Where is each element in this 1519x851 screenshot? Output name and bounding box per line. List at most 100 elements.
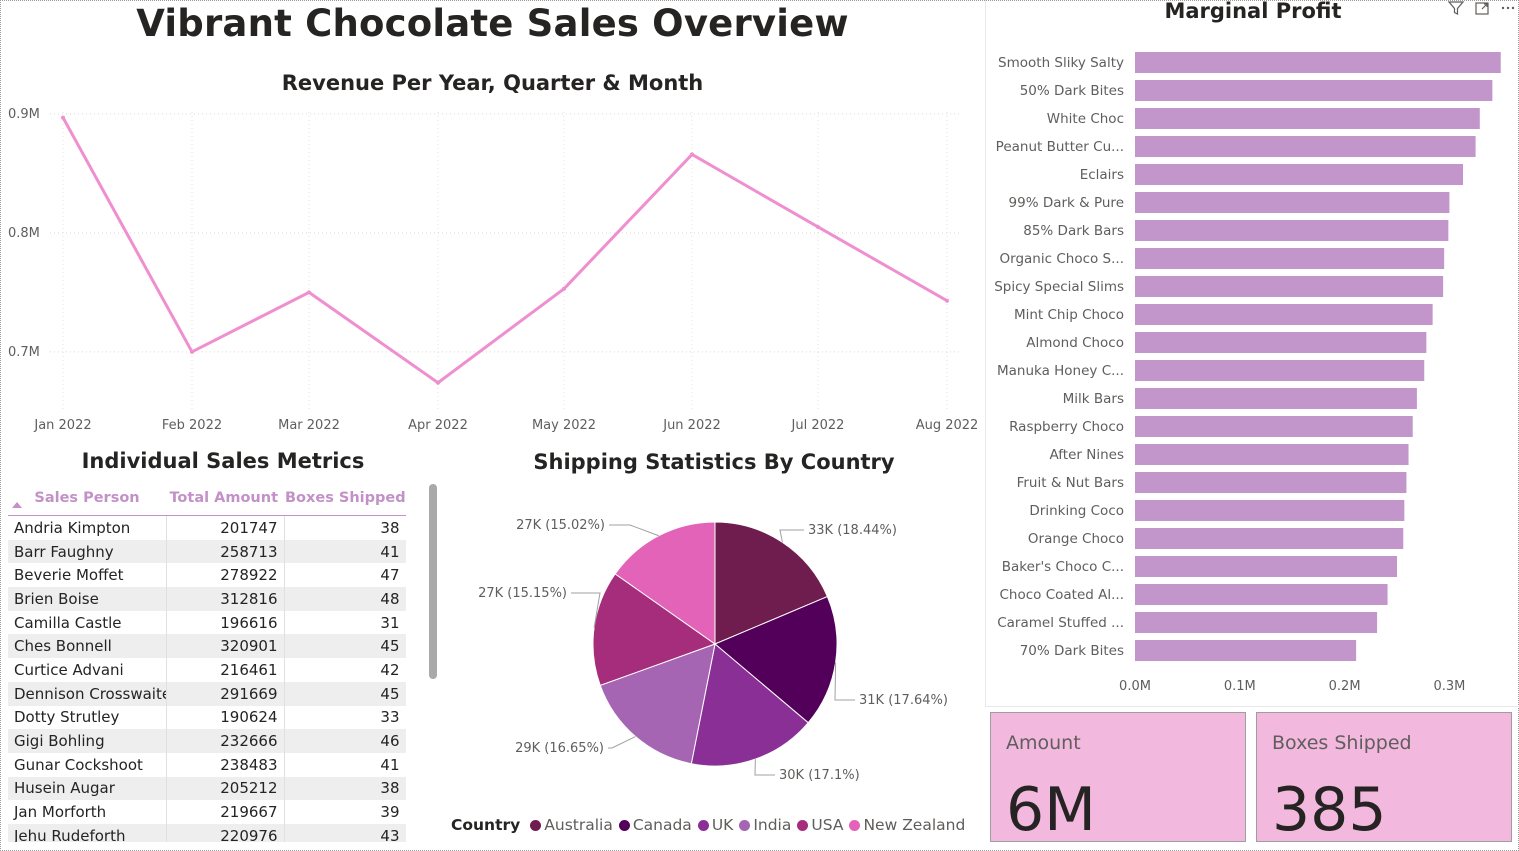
boxes-card-label: Boxes Shipped <box>1272 732 1412 754</box>
focus-mode-icon[interactable] <box>1474 0 1490 20</box>
table-row[interactable]: Jehu Rudeforth 220976 43 <box>8 823 406 842</box>
profit-bar[interactable] <box>1135 360 1425 381</box>
boxes-shipped-cell: 38 <box>284 776 406 801</box>
pie-slice-canada[interactable] <box>714 595 838 724</box>
profit-bar[interactable] <box>1135 416 1413 437</box>
boxes-shipped-cell: 47 <box>284 563 406 588</box>
legend-item-uk[interactable]: UK <box>697 816 733 834</box>
pie-slice-new-zealand[interactable] <box>614 521 716 645</box>
pie-slice-uk[interactable] <box>690 643 809 767</box>
pie-data-label: 30K (17.1%) <box>779 768 860 783</box>
table-row[interactable]: Jan Morforth 219667 39 <box>8 800 406 824</box>
total-amount-cell: 205212 <box>166 776 285 801</box>
total-amount-cell: 258713 <box>166 539 285 564</box>
table-row[interactable]: Gunar Cockshoot 238483 41 <box>8 752 406 777</box>
legend-item-australia[interactable]: Australia <box>530 816 613 834</box>
sales-person-cell: Ches Bonnell <box>8 634 167 659</box>
boxes-shipped-cell: 38 <box>284 515 406 540</box>
pie-leader-line <box>754 759 775 776</box>
revenue-data-point[interactable] <box>307 290 311 295</box>
profit-bar[interactable] <box>1135 304 1433 325</box>
profit-bar[interactable] <box>1135 108 1480 129</box>
bar-category-label: 99% Dark & Pure <box>1009 195 1124 211</box>
bar-category-label: Baker's Choco C... <box>1002 559 1124 575</box>
table-row[interactable]: Dotty Strutley 190624 33 <box>8 705 406 730</box>
pie-data-label: 27K (15.15%) <box>478 586 567 601</box>
x-tick-label: 0.0M <box>1119 679 1151 694</box>
table-row[interactable]: Gigi Bohling 232666 46 <box>8 729 406 753</box>
profit-bar[interactable] <box>1135 80 1493 101</box>
filter-icon[interactable] <box>1447 0 1465 20</box>
pie-leader-line <box>609 524 659 537</box>
revenue-data-point[interactable] <box>562 286 566 291</box>
revenue-data-point[interactable] <box>945 298 949 303</box>
profit-bar[interactable] <box>1135 220 1449 241</box>
profit-bar[interactable] <box>1135 136 1476 157</box>
revenue-series-line[interactable] <box>61 116 948 385</box>
boxes-shipped-cell: 43 <box>284 823 406 842</box>
marginal-profit-bar-chart[interactable]: Smooth Sliky Salty 50% Dark Bites White Ch… <box>986 40 1519 700</box>
column-header-total-amount[interactable]: Total Amount <box>166 480 284 516</box>
profit-bar[interactable] <box>1135 276 1444 297</box>
table-scrollbar[interactable] <box>429 484 437 679</box>
column-header-boxes-shipped[interactable]: Boxes Shipped <box>284 480 406 516</box>
profit-bar[interactable] <box>1135 164 1464 185</box>
profit-bar[interactable] <box>1135 192 1450 213</box>
sales-person-cell: Husein Augar <box>8 776 167 801</box>
profit-bar[interactable] <box>1135 444 1409 465</box>
profit-bar[interactable] <box>1135 556 1397 577</box>
profit-bar[interactable] <box>1135 332 1427 353</box>
sales-person-cell: Gunar Cockshoot <box>8 752 167 777</box>
table-row[interactable]: Brien Boise 312816 48 <box>8 587 406 611</box>
bar-category-label: Organic Choco S... <box>1000 251 1124 267</box>
table-row[interactable]: Beverie Moffet 278922 47 <box>8 563 406 588</box>
revenue-line-chart[interactable]: 0.9M 0.8M 0.7M Jan 2022 Feb 2022 Mar 2022 Apr … <box>0 98 985 443</box>
sales-person-cell: Dotty Strutley <box>8 705 167 730</box>
legend-item-new-zealand[interactable]: New Zealand <box>849 816 965 834</box>
pie-leader-line <box>571 592 601 628</box>
profit-bar[interactable] <box>1135 248 1445 269</box>
shipping-pie-chart[interactable]: 33K (18.44%) 31K (17.64%) 30K (17.1%) 29K (… <box>440 490 980 810</box>
table-row[interactable]: Curtice Advani 216461 42 <box>8 658 406 682</box>
bar-category-label: Peanut Butter Cu... <box>996 139 1124 155</box>
profit-bar[interactable] <box>1135 528 1404 549</box>
table-row[interactable]: Husein Augar 205212 38 <box>8 776 406 801</box>
revenue-data-point[interactable] <box>690 152 694 157</box>
profit-bar[interactable] <box>1135 640 1357 661</box>
legend-dot-icon <box>797 819 809 831</box>
table-title: Individual Sales Metrics <box>81 449 365 473</box>
dashboard-title: Vibrant Chocolate Sales Overview <box>136 2 849 45</box>
legend-item-india[interactable]: India <box>739 816 791 834</box>
legend-item-canada[interactable]: Canada <box>618 816 692 834</box>
x-tick-label: Jun 2022 <box>662 418 721 433</box>
sales-table: Sales Person Total Amount Boxes Shipped … <box>8 480 406 842</box>
pie-leader-line <box>608 736 636 749</box>
revenue-data-point[interactable] <box>436 380 440 385</box>
revenue-data-point[interactable] <box>61 115 65 120</box>
boxes-card-value: 385 <box>1272 775 1387 845</box>
profit-bar[interactable] <box>1135 612 1378 633</box>
revenue-data-point[interactable] <box>190 349 194 354</box>
profit-bar[interactable] <box>1135 388 1417 409</box>
boxes-shipped-cell: 41 <box>284 539 406 564</box>
table-row[interactable]: Ches Bonnell 320901 45 <box>8 634 406 659</box>
legend-item-usa[interactable]: USA <box>797 816 843 834</box>
pie-slice-india[interactable] <box>599 643 716 765</box>
profit-bar[interactable] <box>1135 52 1501 73</box>
profit-bar[interactable] <box>1135 472 1407 493</box>
bar-chart-title: Marginal Profit <box>1164 0 1342 23</box>
table-row[interactable]: Barr Faughny 258713 41 <box>8 539 406 564</box>
amount-card-value: 6M <box>1006 775 1096 845</box>
profit-bar[interactable] <box>1135 584 1388 605</box>
table-row[interactable]: Dennison Crosswaite 291669 45 <box>8 681 406 706</box>
column-header-sales-person[interactable]: Sales Person <box>8 480 166 516</box>
revenue-data-point[interactable] <box>816 224 820 229</box>
more-options-icon[interactable] <box>1500 0 1516 20</box>
table-row[interactable]: Andria Kimpton 201747 38 <box>8 515 406 540</box>
table-row[interactable]: Camilla Castle 196616 31 <box>8 610 406 635</box>
profit-bar[interactable] <box>1135 500 1405 521</box>
x-tick-label: Aug 2022 <box>916 418 979 433</box>
x-tick-label: Mar 2022 <box>278 418 340 433</box>
boxes-shipped-cell: 46 <box>284 729 406 753</box>
total-amount-cell: 219667 <box>166 800 285 824</box>
